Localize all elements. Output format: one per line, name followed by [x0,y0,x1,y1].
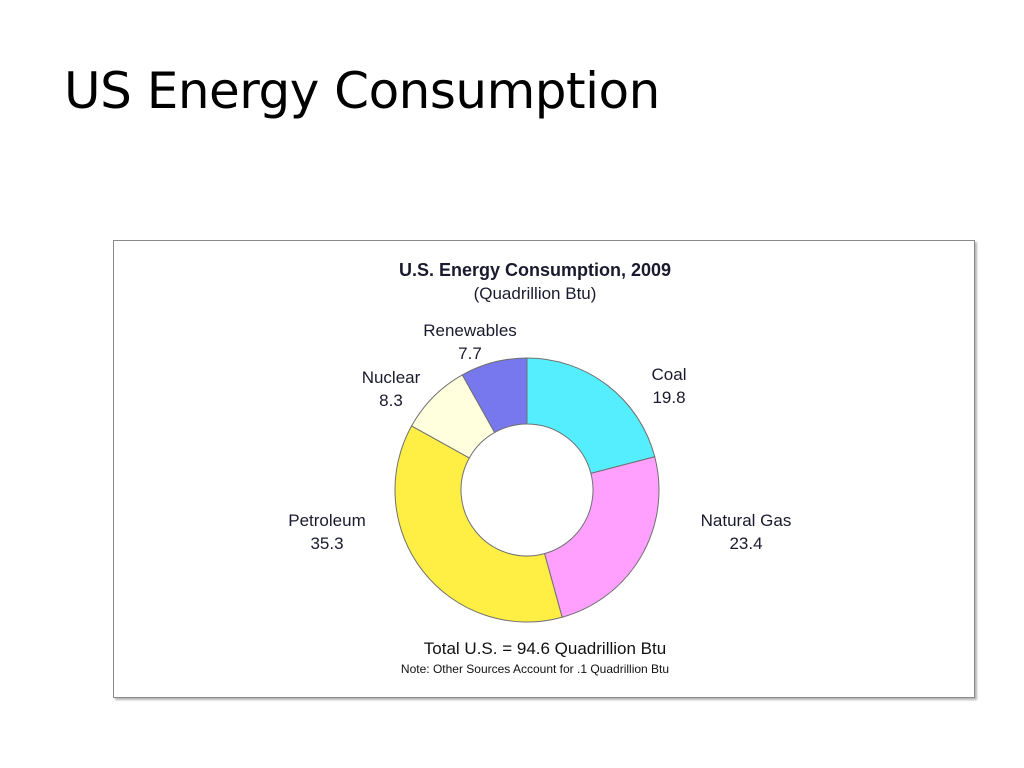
chart-total-note: Total U.S. = 94.6 Quadrillion Btu [424,639,666,658]
label-group: Coal 19.8 Natural Gas 23.4 Petroleum 35.3 Nucl… [288,321,791,553]
slice-natural-gas [543,456,660,618]
value-natural-gas: 23.4 [729,534,762,553]
chart-title: U.S. Energy Consumption, 2009 [399,260,671,280]
label-petroleum: Petroleum [288,511,365,530]
donut-chart: U.S. Energy Consumption, 2009 (Quadrilli… [288,260,791,676]
value-renewables: 7.7 [458,344,482,363]
label-nuclear: Nuclear [362,368,421,387]
label-natural-gas: Natural Gas [701,511,792,530]
slice-petroleum [394,425,563,623]
value-coal: 19.8 [652,388,685,407]
label-renewables: Renewables [423,321,517,340]
value-nuclear: 8.3 [379,391,403,410]
slice-coal [526,357,656,475]
chart-footnote: Note: Other Sources Account for .1 Quadr… [401,662,669,676]
label-coal: Coal [652,365,687,384]
chart-subtitle: (Quadrillion Btu) [474,284,597,303]
value-petroleum: 35.3 [310,534,343,553]
slice-renewables [461,357,528,434]
chart-frame: U.S. Energy Consumption, 2009 (Quadrilli… [113,240,975,698]
slice-group [394,357,660,623]
slide-title: US Energy Consumption [64,62,660,120]
